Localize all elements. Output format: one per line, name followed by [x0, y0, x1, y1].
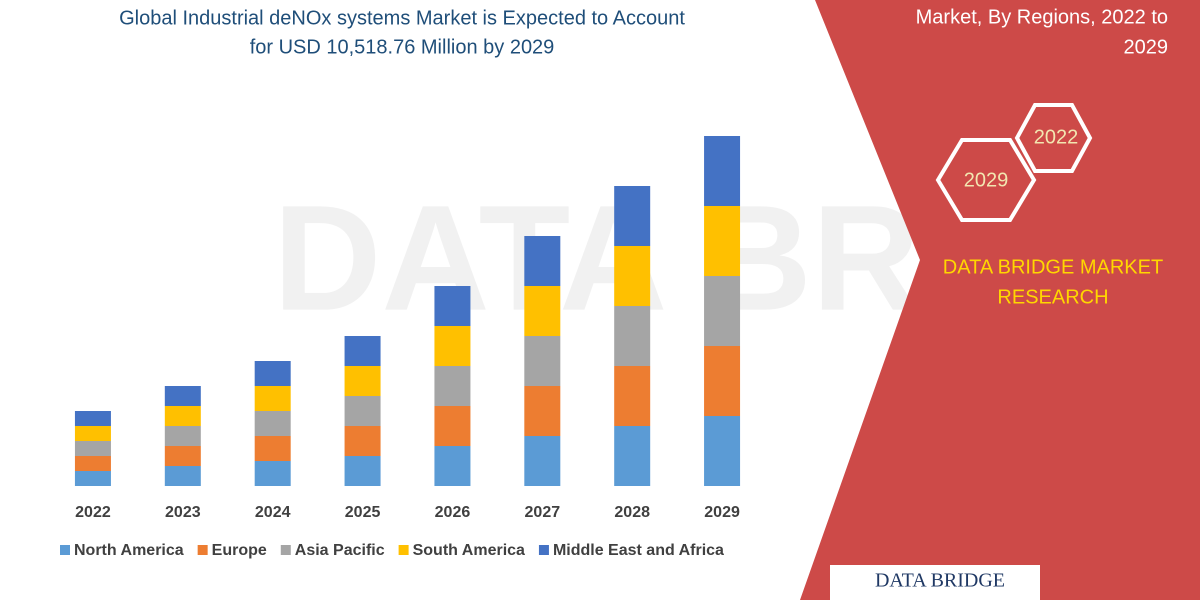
legend-swatch	[60, 545, 70, 555]
bar-segment	[164, 386, 201, 406]
x-tick-label: 2022	[75, 504, 111, 521]
bar-segment	[74, 441, 111, 456]
bar-segment	[704, 136, 741, 206]
bar-segment	[254, 386, 291, 411]
legend-swatch	[280, 545, 291, 555]
hexagon-label: 2022	[1034, 126, 1079, 148]
chart-title: Global Industrial deNOx systems Market i…	[119, 7, 685, 29]
bar-segment	[254, 411, 291, 436]
bar-segment	[434, 326, 471, 366]
legend-label: South America	[413, 542, 525, 559]
bar-segment	[614, 186, 651, 246]
bar-segment	[74, 456, 111, 471]
panel-heading: Market, By Regions, 2022 to	[916, 6, 1168, 28]
logo-box	[830, 565, 1040, 600]
x-tick-label: 2027	[525, 504, 561, 521]
bar-segment	[164, 446, 201, 466]
legend-label: Asia Pacific	[295, 542, 385, 559]
bar-segment	[164, 466, 201, 486]
legend-swatch	[538, 545, 549, 555]
bar-segment	[524, 336, 561, 386]
bar-segment	[344, 396, 381, 426]
hexagon	[1014, 103, 1093, 173]
bar-segment	[74, 426, 111, 441]
x-tick-label: 2023	[165, 504, 201, 521]
x-tick-label: 2026	[435, 504, 471, 521]
bar-segment	[434, 446, 471, 486]
legend-label: Middle East and Africa	[553, 542, 724, 559]
bar-segment	[434, 366, 471, 406]
bar-segment	[524, 286, 561, 336]
bar-segment	[344, 426, 381, 456]
x-tick-label: 2029	[704, 504, 740, 521]
brand-text: DATA BRIDGE MARKET	[943, 256, 1163, 278]
logo: DATA BRIDGE	[875, 570, 1005, 592]
bar-segment	[524, 436, 561, 486]
bar-segment	[164, 406, 201, 426]
legend-swatch	[398, 545, 409, 555]
brand-text: RESEARCH	[997, 286, 1108, 308]
x-tick-label: 2028	[614, 504, 650, 521]
bar-segment	[344, 336, 381, 366]
bar-segment	[704, 346, 741, 416]
bar-segment	[704, 206, 741, 276]
bar-segment	[614, 426, 651, 486]
bar-segment	[704, 276, 741, 346]
bar-segment	[74, 471, 111, 486]
red-panel	[800, 0, 1200, 600]
bar-segment	[344, 366, 381, 396]
legend-label: North America	[74, 542, 184, 559]
bar-segment	[614, 246, 651, 306]
bar-segment	[434, 406, 471, 446]
bar-segment	[524, 386, 561, 436]
bar-segment	[434, 286, 471, 326]
hexagon-label: 2029	[964, 169, 1009, 191]
bar-segment	[614, 366, 651, 426]
legend-swatch	[197, 545, 208, 555]
x-tick-label: 2025	[345, 504, 381, 521]
bar-segment	[524, 236, 561, 286]
bar-segment	[164, 426, 201, 446]
bar-segment	[254, 436, 291, 461]
panel-heading: 2029	[1124, 36, 1169, 58]
bar-segment	[704, 416, 741, 486]
x-tick-label: 2024	[255, 504, 291, 521]
chart-title: for USD 10,518.76 Million by 2029	[250, 36, 555, 58]
hexagon	[935, 138, 1037, 222]
bar-segment	[74, 411, 111, 426]
bar-segment	[614, 306, 651, 366]
bar-segment	[254, 461, 291, 486]
bar-segment	[344, 456, 381, 486]
bar-segment	[254, 361, 291, 386]
legend-label: Europe	[212, 542, 267, 559]
